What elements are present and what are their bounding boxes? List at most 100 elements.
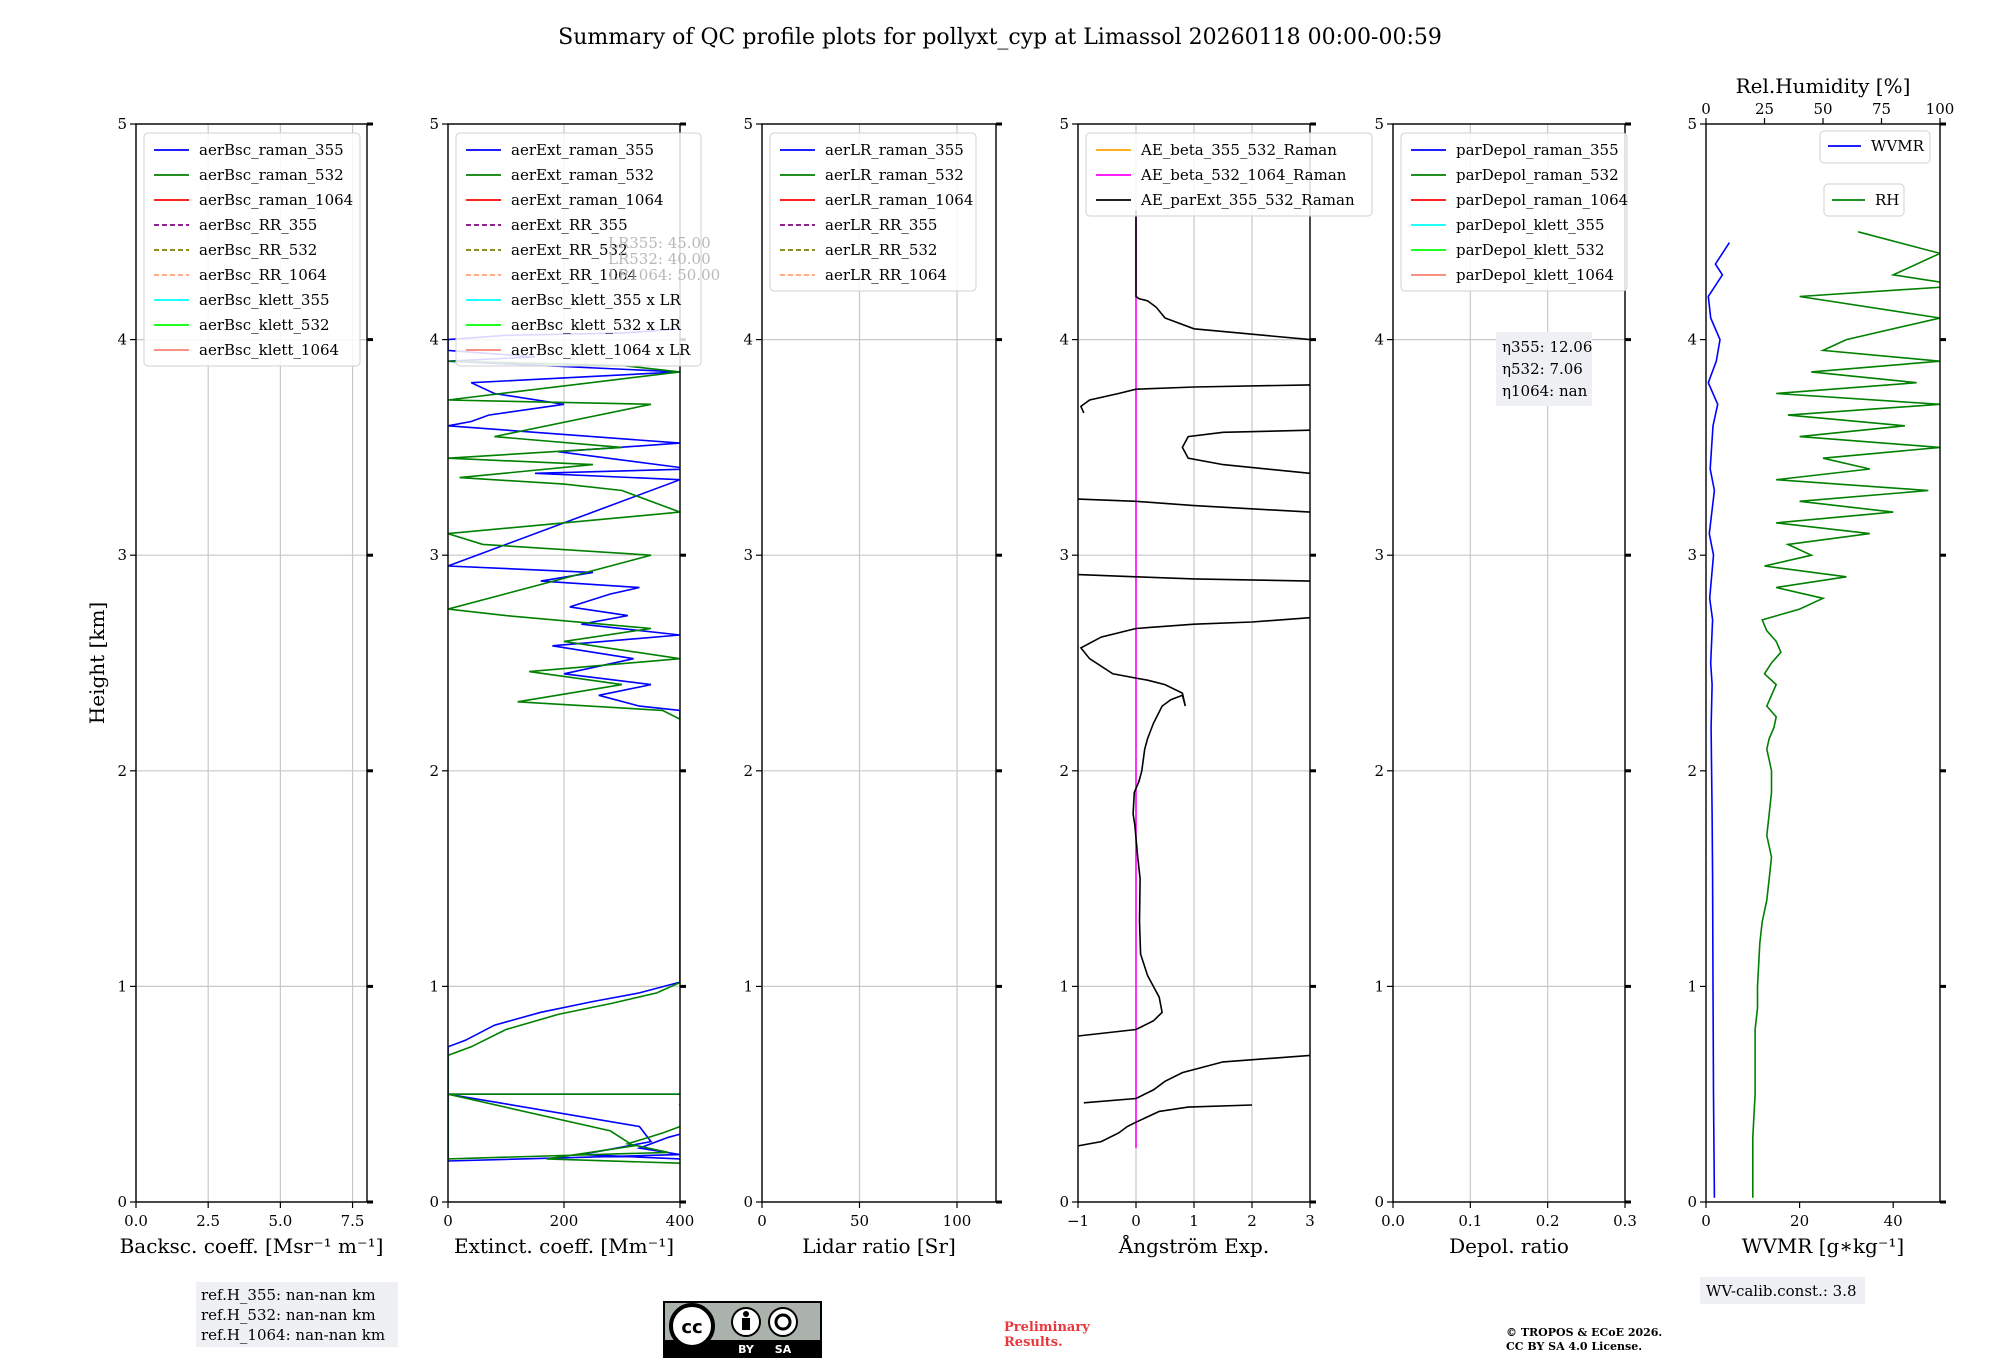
x-tick-label: 0.0 (1381, 1212, 1405, 1230)
y-tick-label: 2 (117, 762, 127, 780)
wv-calib-text: WV-calib.const.: 3.8 (1706, 1282, 1857, 1300)
legend-entry: parDepol_klett_355 (1456, 216, 1605, 234)
legend-entry: aerExt_raman_1064 (511, 191, 664, 209)
legend-entry: parDepol_klett_1064 (1456, 266, 1614, 284)
y-tick-label: 1 (743, 977, 753, 995)
x-tick-label: 0 (757, 1212, 767, 1230)
lr-annotation: LR355: 45.00 (608, 234, 711, 252)
y-tick-label: 1 (429, 977, 439, 995)
wv-calib-box: WV-calib.const.: 3.8 (1700, 1277, 1865, 1304)
legend-entry: aerLR_raman_1064 (825, 191, 973, 209)
y-tick-label: 3 (429, 546, 439, 564)
x-tick-label: 20 (1790, 1212, 1809, 1230)
legend-wvmr: WVMR (1819, 130, 1931, 164)
legend-entry: parDepol_raman_532 (1456, 166, 1619, 184)
legend-entry: aerBsc_klett_1064 (199, 341, 339, 359)
legend-entry: aerExt_RR_355 (511, 216, 628, 234)
legend-entry: aerLR_RR_1064 (825, 266, 947, 284)
legend-entry: parDepol_klett_532 (1456, 241, 1605, 259)
legend-entry: aerBsc_raman_1064 (199, 191, 353, 209)
panel-lr: 0 50 100 0 1 2 3 4 5 Lidar ratio [Sr] aerLR_raman_… (743, 115, 1002, 1258)
panel-ext: 0 200 400 0 1 2 3 4 5 Extinct. coeff. [Mm⁻¹] aerEx… (429, 115, 720, 1258)
top-x-axis-label: Rel.Humidity [%] (1736, 74, 1911, 98)
legend-entry: aerBsc_klett_1064 x LR (511, 341, 691, 359)
legend: AE_beta_355_532_Raman AE_beta_532_1064_Ra… (1085, 132, 1373, 217)
legend-entry: AE_parExt_355_532_Raman (1140, 191, 1355, 209)
by-label: BY (738, 1343, 755, 1356)
y-tick-label: 0 (1687, 1193, 1697, 1211)
x-tick-label: 0.1 (1458, 1212, 1482, 1230)
legend-entry: aerBsc_RR_1064 (199, 266, 327, 284)
legend-entry: WVMR (1871, 137, 1925, 155)
series-line-aerExt_raman_532 (448, 360, 680, 1164)
x-tick-label: 3 (1305, 1212, 1315, 1230)
legend-entry: aerExt_raman_355 (511, 141, 654, 159)
y-tick-label: 5 (1059, 115, 1069, 133)
x-tick-label: 2 (1247, 1212, 1257, 1230)
legend-entry: aerLR_RR_355 (825, 216, 937, 234)
x-axis-label: Ångström Exp. (1118, 1233, 1269, 1258)
x-tick-label: 50 (850, 1212, 869, 1230)
series-line-AE_parExt_355_532_Raman (1078, 210, 1310, 1147)
x-axis-label: Backsc. coeff. [Msr⁻¹ m⁻¹] (120, 1234, 384, 1258)
legend: parDepol_raman_355 parDepol_raman_532 parD… (1400, 132, 1628, 292)
y-tick-label: 4 (117, 331, 127, 349)
figure-title: Summary of QC profile plots for pollyxt_… (558, 25, 1442, 50)
copyright-line2: CC BY SA 4.0 License. (1506, 1340, 1642, 1353)
legend-entry: AE_beta_355_532_Raman (1140, 141, 1337, 159)
legend-entry: aerBsc_klett_532 x LR (511, 316, 682, 334)
y-tick-label: 2 (1374, 762, 1384, 780)
eta-box: η355: 12.06 η532: 7.06 η1064: nan (1496, 332, 1592, 406)
x-tick-label: 0 (1701, 1212, 1711, 1230)
axes-frame (1705, 123, 1941, 1203)
preliminary-line2: Results. (1004, 1335, 1063, 1350)
x-axis-label: Depol. ratio (1449, 1234, 1569, 1258)
top-x-tick-label: 0 (1701, 100, 1711, 118)
panel-wv: 0 20 40 0 1 2 3 4 5 WVMR [g∗kg⁻¹] 0 25 50 75 100 Rel.Hu… (1687, 74, 1954, 1304)
sa-share-icon (768, 1307, 798, 1337)
x-tick-label: 0 (1131, 1212, 1141, 1230)
x-axis-label: Lidar ratio [Sr] (802, 1234, 956, 1258)
y-tick-label: 3 (1059, 546, 1069, 564)
sa-label: SA (775, 1343, 792, 1356)
x-tick-label: 0.2 (1536, 1212, 1560, 1230)
eta-value: η1064: nan (1502, 382, 1588, 400)
eta-value: η355: 12.06 (1502, 338, 1592, 356)
x-tick-label: 1 (1189, 1212, 1199, 1230)
y-tick-label: 4 (1374, 331, 1384, 349)
y-tick-label: 2 (1687, 762, 1697, 780)
cc-license-badge: cc BY SA (663, 1301, 822, 1358)
x-tick-label: 0.0 (124, 1212, 148, 1230)
y-tick-label: 4 (429, 331, 439, 349)
refH-box: ref.H_355: nan-nan km ref.H_532: nan-nan… (196, 1282, 398, 1347)
legend-entry: RH (1875, 191, 1899, 209)
y-tick-label: 5 (429, 115, 439, 133)
x-tick-label: 200 (550, 1212, 579, 1230)
refH-1064: ref.H_1064: nan-nan km (201, 1326, 385, 1344)
y-tick-label: 3 (1374, 546, 1384, 564)
legend-entry: aerBsc_raman_355 (199, 141, 344, 159)
y-tick-label: 5 (117, 115, 127, 133)
series-line-RH (1752, 231, 1940, 1198)
y-tick-label: 5 (1374, 115, 1384, 133)
top-x-tick-label: 25 (1755, 100, 1774, 118)
legend-entry: aerExt_RR_532 (511, 241, 628, 259)
cc-icon (669, 1303, 715, 1349)
x-tick-label: 7.5 (341, 1212, 365, 1230)
x-tick-label: 40 (1884, 1212, 1903, 1230)
axes-frame (135, 123, 368, 1203)
y-tick-label: 0 (743, 1193, 753, 1211)
top-x-tick-label: 50 (1813, 100, 1832, 118)
axes-frame (761, 123, 997, 1203)
y-tick-label: 0 (1374, 1193, 1384, 1211)
legend-entry: aerLR_RR_532 (825, 241, 937, 259)
legend-entry: aerBsc_klett_355 (199, 291, 330, 309)
cc-icon-text: cc (681, 1317, 702, 1338)
refH-355: ref.H_355: nan-nan km (201, 1286, 376, 1304)
legend-entry: aerBsc_RR_532 (199, 241, 317, 259)
lr-annotation: LR532: 40.00 (608, 250, 711, 268)
y-tick-label: 1 (1687, 977, 1697, 995)
y-tick-label: 5 (1687, 115, 1697, 133)
